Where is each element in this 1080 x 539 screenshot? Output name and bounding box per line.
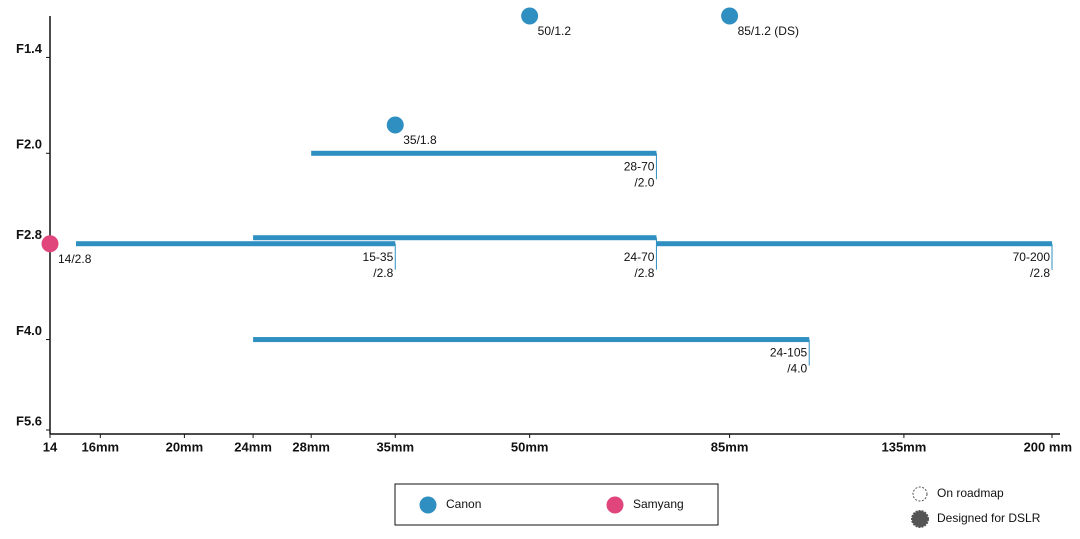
- legend-label: Samyang: [633, 497, 684, 511]
- range-label: 15-35: [363, 250, 394, 264]
- x-tick-label: 135mm: [881, 439, 926, 454]
- legend-box: [394, 483, 719, 526]
- y-tick-label: F4.0: [16, 323, 42, 338]
- y-tick-label: F1.4: [16, 41, 43, 56]
- range-label: /2.8: [634, 266, 654, 280]
- range-label: /2.8: [1030, 266, 1050, 280]
- status-icon: [911, 510, 929, 528]
- status-label: On roadmap: [937, 486, 1004, 500]
- range-label: /4.0: [787, 362, 807, 376]
- legend-marker: [419, 496, 437, 514]
- range-label: 24-70: [624, 250, 655, 264]
- x-tick-label: 50mm: [511, 439, 549, 454]
- x-tick-label: 28mm: [292, 439, 330, 454]
- prime-point: [521, 7, 539, 25]
- legend-label: Canon: [446, 497, 481, 511]
- status-label: Designed for DSLR: [937, 511, 1041, 525]
- range-label: 70-200: [1013, 250, 1051, 264]
- point-label: 14/2.8: [58, 252, 92, 266]
- range-bar: [253, 337, 810, 343]
- y-tick-label: F2.0: [16, 137, 42, 152]
- y-tick-label: F5.6: [16, 413, 42, 428]
- x-tick-label: 20mm: [166, 439, 204, 454]
- range-label: 24-105: [770, 346, 808, 360]
- range-bar: [311, 150, 657, 156]
- range-bar: [253, 235, 657, 241]
- range-label: /2.0: [634, 175, 654, 189]
- range-bar: [656, 241, 1052, 247]
- x-tick-label: 14: [43, 439, 58, 454]
- x-tick-label: 85mm: [711, 439, 749, 454]
- x-tick-label: 24mm: [234, 439, 272, 454]
- x-tick-label: 35mm: [376, 439, 414, 454]
- legend-marker: [606, 496, 624, 514]
- x-tick-label: 16mm: [82, 439, 120, 454]
- range-bar: [75, 241, 396, 247]
- range-label: 28-70: [624, 159, 655, 173]
- prime-point: [386, 116, 404, 134]
- prime-point: [721, 7, 739, 25]
- point-label: 35/1.8: [403, 133, 437, 147]
- y-tick-label: F2.8: [16, 227, 42, 242]
- prime-point: [41, 235, 59, 253]
- point-label: 85/1.2 (DS): [738, 24, 799, 38]
- status-icon: [912, 486, 928, 502]
- range-label: /2.8: [373, 266, 393, 280]
- point-label: 50/1.2: [538, 24, 572, 38]
- x-tick-label: 200 mm: [1024, 439, 1072, 454]
